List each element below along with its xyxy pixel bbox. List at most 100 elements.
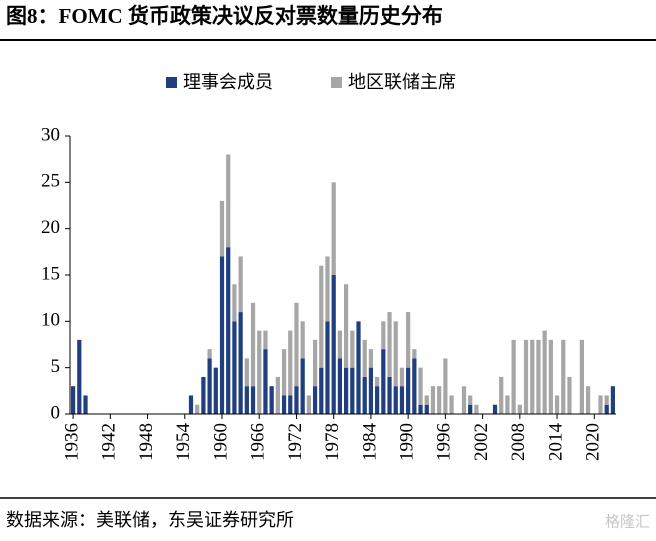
bar-segment bbox=[300, 321, 305, 359]
bar-segment bbox=[406, 367, 411, 414]
bar-segment bbox=[306, 395, 311, 414]
bar-segment bbox=[424, 395, 429, 405]
chart-title: 图8：FOMC 货币政策决议反对票数量历史分布 bbox=[6, 4, 443, 28]
bar-segment bbox=[238, 256, 243, 313]
bar-segment bbox=[263, 330, 268, 350]
bar-segment bbox=[288, 395, 293, 414]
x-tick-label: 1978 bbox=[322, 423, 343, 461]
bar-segment bbox=[325, 321, 330, 414]
bar-segment bbox=[536, 339, 541, 414]
bar-segment bbox=[207, 349, 212, 359]
bar-segment bbox=[461, 386, 467, 414]
x-tick-label: 1954 bbox=[173, 423, 194, 462]
bar-segment bbox=[312, 339, 318, 387]
y-tick-label: 5 bbox=[51, 356, 61, 377]
x-tick-label: 1972 bbox=[285, 423, 306, 461]
bar-segment bbox=[399, 386, 405, 414]
bar-segment bbox=[474, 404, 479, 414]
bar-segment bbox=[226, 154, 231, 248]
bar-segment bbox=[598, 395, 603, 414]
bar-segment bbox=[530, 339, 535, 414]
bar-segment bbox=[331, 275, 336, 414]
bar-segment bbox=[281, 349, 287, 396]
bar-segment bbox=[362, 339, 367, 377]
legend-swatch bbox=[166, 77, 177, 88]
bar-segment bbox=[219, 256, 225, 414]
bar-segment bbox=[232, 321, 237, 414]
bar-segment bbox=[77, 339, 82, 414]
bar-segment bbox=[350, 367, 355, 414]
bar-segment bbox=[263, 349, 268, 414]
bar-segment bbox=[325, 256, 330, 322]
x-tick-label: 2020 bbox=[583, 423, 604, 461]
x-tick-label: 1942 bbox=[99, 423, 120, 461]
x-tick-label: 1996 bbox=[434, 423, 455, 461]
x-tick-label: 2008 bbox=[508, 423, 529, 461]
bar-segment bbox=[387, 376, 392, 414]
bar-segment bbox=[523, 339, 529, 414]
bar-segment bbox=[232, 284, 237, 322]
bar-segment bbox=[294, 302, 299, 387]
bar-segment bbox=[337, 358, 343, 414]
bar-segment bbox=[331, 182, 336, 275]
bar-segment bbox=[250, 302, 256, 387]
x-tick-label: 1936 bbox=[61, 423, 82, 461]
x-tick-label: 1984 bbox=[359, 423, 380, 462]
bar-segment bbox=[412, 358, 417, 414]
bar-segment bbox=[561, 339, 566, 414]
bar-segment bbox=[319, 265, 324, 368]
bar-segment bbox=[362, 376, 367, 414]
bar-segment bbox=[343, 367, 349, 414]
bar-segment bbox=[437, 386, 442, 414]
bar-segment bbox=[505, 395, 510, 414]
x-tick-label: 2014 bbox=[545, 423, 566, 462]
legend-label: 理事会成员 bbox=[183, 72, 273, 92]
bar-segment bbox=[226, 247, 231, 414]
bar-segment bbox=[201, 376, 206, 414]
bar-segment bbox=[188, 395, 194, 414]
bar-segment bbox=[399, 367, 405, 387]
bar-segment bbox=[350, 330, 355, 368]
watermark: 格隆汇 bbox=[605, 513, 650, 531]
bar-segment bbox=[492, 404, 498, 414]
bar-segment bbox=[430, 386, 436, 414]
y-tick-label: 25 bbox=[41, 171, 60, 192]
bar-segment bbox=[567, 376, 572, 414]
bar-segment bbox=[207, 358, 212, 414]
legend-label: 地区联储主席 bbox=[348, 72, 456, 92]
bar-segment bbox=[275, 376, 280, 414]
bar-segment bbox=[288, 330, 293, 396]
bar-segment bbox=[70, 386, 76, 414]
bar-segment bbox=[449, 395, 454, 414]
x-tick-label: 1948 bbox=[136, 423, 157, 461]
bar-segment bbox=[337, 330, 343, 359]
x-tick-label: 1990 bbox=[397, 423, 418, 461]
bar-segment bbox=[499, 376, 504, 414]
bar-segment bbox=[468, 404, 473, 414]
bar-segment bbox=[300, 358, 305, 414]
bar-segment bbox=[319, 367, 324, 414]
bar-segment bbox=[604, 404, 609, 414]
bar-segment bbox=[257, 330, 262, 414]
legend-swatch bbox=[331, 77, 342, 88]
bar-segment bbox=[443, 358, 448, 414]
x-tick-label: 1960 bbox=[210, 423, 231, 461]
bar-segment bbox=[517, 404, 522, 414]
bar-segment bbox=[424, 404, 429, 414]
source: 数据来源：美联储，东吴证券研究所 bbox=[6, 510, 294, 530]
bar-segment bbox=[368, 349, 374, 368]
y-tick-label: 30 bbox=[41, 124, 60, 145]
bar-segment bbox=[83, 395, 88, 414]
bar-segment bbox=[238, 312, 243, 414]
bar-segment bbox=[213, 367, 218, 414]
bar-segment bbox=[406, 312, 411, 368]
bar-segment bbox=[269, 386, 274, 414]
bar-segment bbox=[219, 200, 225, 257]
bar-segment bbox=[610, 386, 616, 414]
bar-segment bbox=[418, 367, 423, 405]
bar-segment bbox=[418, 404, 423, 414]
bar-segment bbox=[281, 395, 287, 414]
bar-segment bbox=[381, 349, 386, 414]
y-tick-label: 15 bbox=[41, 263, 60, 284]
